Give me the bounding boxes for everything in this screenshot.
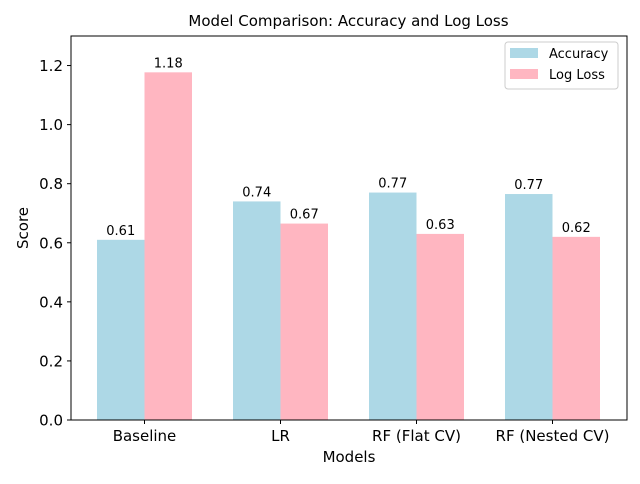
data-label-accuracy: 0.74: [242, 185, 271, 200]
legend-swatch-accuracy: [510, 48, 538, 58]
y-tick-label: 0.0: [39, 412, 63, 430]
y-tick-label: 0.2: [39, 352, 63, 370]
x-axis: Baseline LR RF (Flat CV) RF (Nested CV): [113, 420, 610, 445]
bar-accuracy: [97, 239, 145, 420]
legend-label-accuracy: Accuracy: [549, 47, 609, 62]
data-label-log-loss: 0.67: [290, 208, 319, 223]
x-tick-label: LR: [271, 427, 290, 445]
data-label-accuracy: 0.77: [378, 177, 407, 192]
y-tick-label: 0.6: [39, 234, 63, 252]
y-tick-label: 1.2: [39, 57, 63, 75]
plot-frame: [70, 35, 628, 421]
bar-accuracy: [233, 201, 281, 420]
y-axis-label: Score: [14, 207, 32, 249]
bar-log-loss: [280, 223, 328, 420]
legend: Accuracy Log Loss: [504, 41, 619, 90]
x-tick-label: Baseline: [113, 427, 177, 445]
y-tick-label: 1.0: [39, 116, 63, 134]
bar-accuracy: [505, 194, 553, 420]
legend-label-log-loss: Log Loss: [549, 68, 605, 83]
data-label-log-loss: 1.18: [154, 56, 183, 71]
legend-swatch-log-loss: [510, 69, 538, 79]
y-axis: 0.0 0.2 0.4 0.6 0.8 1.0 1.2: [39, 57, 71, 430]
data-label-log-loss: 0.62: [562, 221, 591, 236]
bar-accuracy: [369, 192, 417, 420]
bar-log-loss: [552, 236, 600, 420]
y-tick-label: 0.8: [39, 175, 63, 193]
bars-layer: [97, 72, 600, 420]
x-axis-label: Models: [323, 448, 376, 466]
y-tick-label: 0.4: [39, 293, 63, 311]
data-label-accuracy: 0.61: [106, 224, 135, 239]
x-tick-label: RF (Flat CV): [372, 427, 461, 445]
data-labels-layer: 0.61 0.74 0.77 0.77 1.18 0.67 0.63 0.62: [106, 56, 590, 238]
chart-title: Model Comparison: Accuracy and Log Loss: [188, 12, 508, 30]
bar-log-loss: [144, 72, 192, 420]
x-tick-label: RF (Nested CV): [496, 427, 610, 445]
data-label-accuracy: 0.77: [514, 178, 543, 193]
data-label-log-loss: 0.63: [426, 218, 455, 233]
bar-log-loss: [416, 233, 464, 420]
